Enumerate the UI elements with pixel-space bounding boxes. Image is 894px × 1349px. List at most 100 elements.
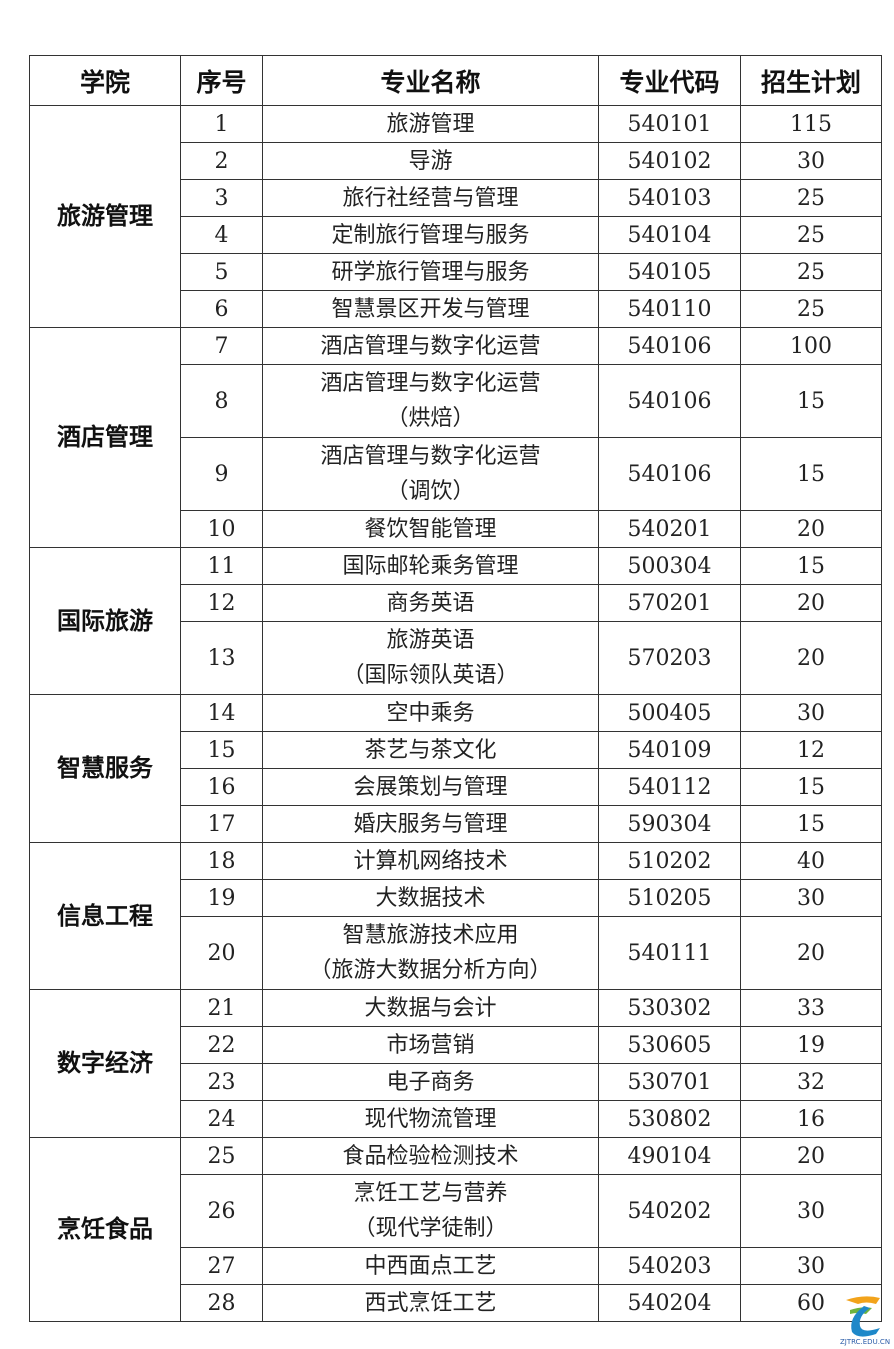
college-cell: 信息工程 [29,842,181,990]
number-cell: 19 [180,879,263,917]
major-name-cell: 酒店管理与数字化运营 （烘焙） [262,364,599,438]
major-name-cell: 烹饪工艺与营养 （现代学徒制） [262,1174,599,1248]
enrollment-plan-cell: 20 [740,584,882,622]
major-name-line: （烘焙） [386,406,475,431]
enrollment-plan-table: 学院 序号 专业名称 专业代码 招生计划 旅游管理 1 旅游管理 540101 115 2… [29,55,882,1322]
major-name-line: 旅行社经营与管理 [342,185,519,211]
major-code-cell: 530302 [598,989,741,1027]
major-name-cell: 研学旅行管理与服务 [262,253,599,291]
major-name-line: 酒店管理与数字化运营 [320,333,541,359]
major-code-cell: 540105 [598,253,741,291]
table-row: 酒店管理 7 酒店管理与数字化运营 540106 100 [29,327,882,548]
number-cell: 11 [180,547,263,585]
major-name-line: 空中乘务 [386,700,475,726]
table-row: 智慧服务 14 空中乘务 500405 30 [29,694,882,843]
enrollment-plan-cell: 115 [740,105,882,143]
major-name-line: 大数据与会计 [364,995,497,1021]
number-cell: 1 [180,105,263,143]
major-name-cell: 酒店管理与数字化运营 （调饮） [262,437,599,511]
major-code-cell: 500405 [598,694,741,732]
major-name-line: 市场营销 [386,1032,475,1058]
major-code-cell: 540202 [598,1174,741,1248]
enrollment-plan-cell: 30 [740,1247,882,1285]
major-name-cell: 旅游英语 （国际领队英语） [262,621,599,695]
table-row: 旅游管理 1 旅游管理 540101 115 [29,105,882,328]
number-cell: 6 [180,290,263,328]
number-cell: 2 [180,142,263,180]
major-code-cell: 540102 [598,142,741,180]
major-name-line: 智慧景区开发与管理 [331,296,530,322]
table-row: 6 智慧景区开发与管理 540110 25 [30,290,882,328]
number-cell: 12 [180,584,263,622]
table-row: 24 现代物流管理 530802 16 [30,1100,882,1138]
college-cell: 智慧服务 [29,694,181,843]
table-row: 4 定制旅行管理与服务 540104 25 [30,216,882,254]
enrollment-plan-cell: 30 [740,694,882,732]
number-cell: 3 [180,179,263,217]
major-name-cell: 电子商务 [262,1063,599,1101]
table-row: 2 导游 540102 30 [30,142,882,180]
major-code-cell: 590304 [598,805,741,843]
enrollment-plan-cell: 15 [740,437,882,511]
table-row: 15 茶艺与茶文化 540109 12 [30,731,882,769]
college-cell: 国际旅游 [29,547,181,695]
major-name-line: 餐饮智能管理 [364,516,497,542]
major-code-cell: 540109 [598,731,741,769]
table-row: 27 中西面点工艺 540203 30 [30,1247,882,1285]
table-row: 12 商务英语 570201 20 [30,584,882,622]
major-name-line: 婚庆服务与管理 [353,811,508,837]
enrollment-plan-cell: 25 [740,179,882,217]
major-code-cell: 540106 [598,364,741,438]
college-cell: 酒店管理 [29,327,181,548]
major-name-line: 导游 [408,148,453,174]
table-row: 5 研学旅行管理与服务 540105 25 [30,253,882,291]
major-name-line: 旅游管理 [386,111,475,137]
major-name-cell: 智慧景区开发与管理 [262,290,599,328]
major-code-cell: 540103 [598,179,741,217]
number-cell: 4 [180,216,263,254]
major-name-line: 旅游英语 [386,628,475,653]
table-row: 数字经济 21 大数据与会计 530302 33 [29,989,882,1138]
header-row: 学院 序号 专业名称 专业代码 招生计划 [29,55,882,106]
header-enrollment-plan: 招生计划 [740,55,882,106]
number-cell: 20 [180,916,263,990]
major-code-cell: 540204 [598,1284,741,1322]
enrollment-plan-cell: 32 [740,1063,882,1101]
major-code-cell: 540106 [598,437,741,511]
number-cell: 9 [180,437,263,511]
enrollment-plan-cell: 40 [740,842,882,880]
major-name-cell: 酒店管理与数字化运营 [262,327,599,365]
enrollment-plan-cell: 15 [740,547,882,585]
major-name-line: 烹饪工艺与营养 [353,1181,508,1206]
enrollment-plan-cell: 20 [740,916,882,990]
major-code-cell: 540110 [598,290,741,328]
enrollment-plan-cell: 25 [740,253,882,291]
enrollment-plan-cell: 30 [740,142,882,180]
major-name-cell: 现代物流管理 [262,1100,599,1138]
table-row: 烹饪食品 25 食品检验检测技术 490104 20 [29,1137,882,1322]
number-cell: 16 [180,768,263,806]
header-major-code: 专业代码 [598,55,741,106]
school-logo-watermark [846,1296,880,1337]
number-cell: 23 [180,1063,263,1101]
major-name-cell: 国际邮轮乘务管理 [262,547,599,585]
major-name-cell: 茶艺与茶文化 [262,731,599,769]
enrollment-plan-cell: 100 [740,327,882,365]
major-name-line: （调饮） [386,479,475,504]
major-name-line: 国际邮轮乘务管理 [342,553,519,579]
major-code-cell: 490104 [598,1137,741,1175]
major-code-cell: 540203 [598,1247,741,1285]
college-cell: 烹饪食品 [29,1137,181,1322]
enrollment-plan-cell: 15 [740,364,882,438]
major-name-cell: 中西面点工艺 [262,1247,599,1285]
enrollment-plan-cell: 33 [740,989,882,1027]
table-row: 8 酒店管理与数字化运营 （烘焙） 540106 15 [30,364,882,438]
enrollment-plan-cell: 20 [740,621,882,695]
major-name-line: 计算机网络技术 [353,848,508,874]
major-name-line: （旅游大数据分析方向） [309,958,552,983]
major-code-cell: 570203 [598,621,741,695]
major-name-cell: 定制旅行管理与服务 [262,216,599,254]
table-row: 国际旅游 11 国际邮轮乘务管理 500304 15 [29,547,882,695]
enrollment-plan-cell: 16 [740,1100,882,1138]
major-code-cell: 500304 [598,547,741,585]
